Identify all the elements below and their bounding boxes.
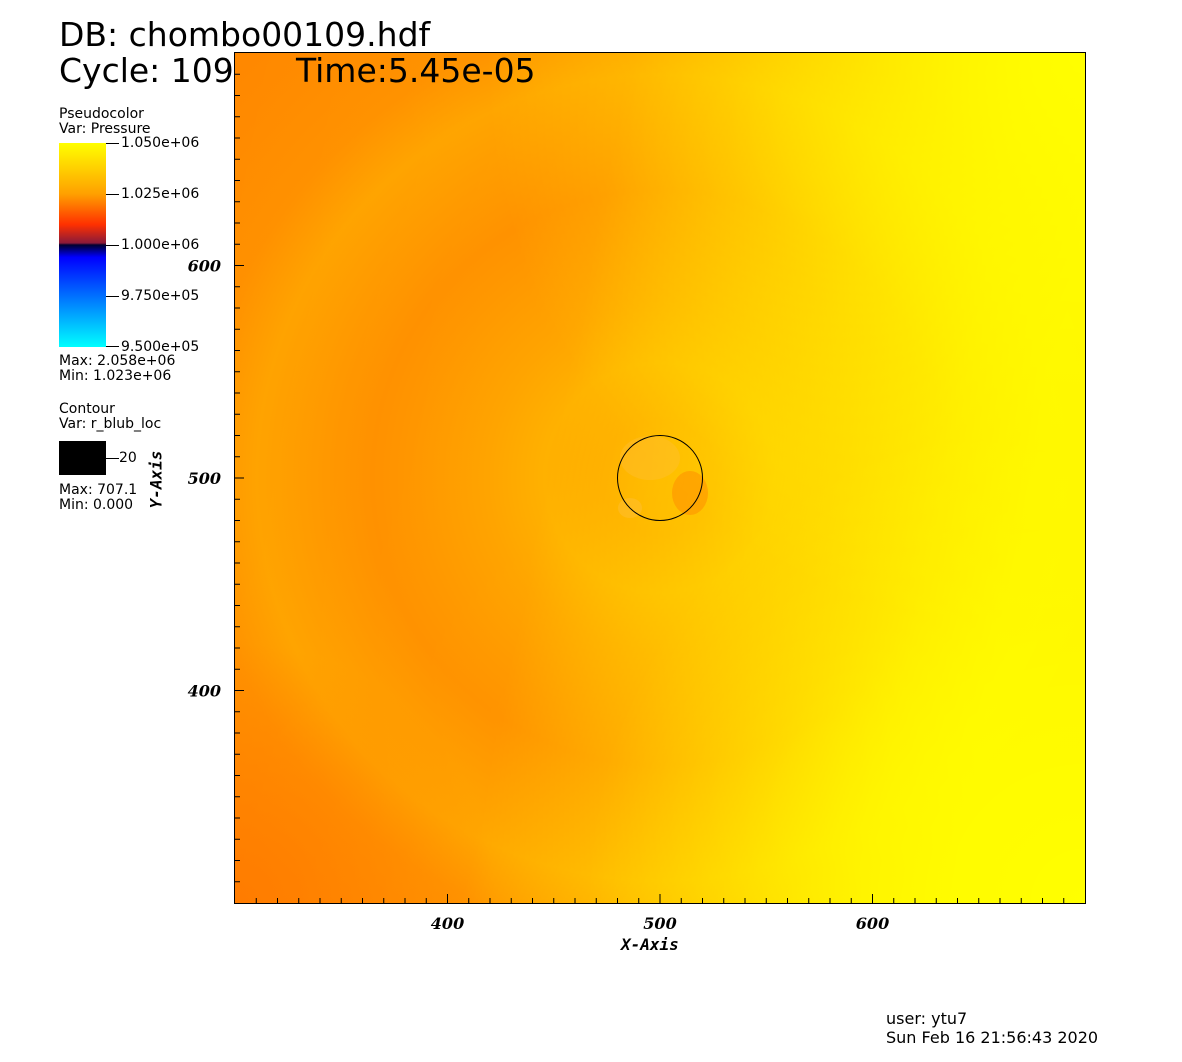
plot-area: [234, 52, 1086, 904]
timestamp-label: Sun Feb 16 21:56:43 2020: [886, 1028, 1099, 1047]
contour-title: Contour: [59, 401, 115, 417]
y-tick-label: 500: [188, 469, 221, 488]
cycle-label: Cycle: 109: [59, 51, 234, 90]
contour-max: Max: 707.1: [59, 482, 138, 498]
db-title: DB: chombo00109.hdf: [59, 15, 431, 54]
y-axis-title: Y-Axis: [146, 450, 166, 509]
colorbar-tick: [106, 296, 119, 297]
user-label: user: ytu7: [886, 1009, 968, 1028]
pseudocolor-min: Min: 1.023e+06: [59, 368, 172, 384]
colorbar-label-max: 1.050e+06: [121, 135, 200, 151]
contour-swatch: [59, 441, 106, 475]
x-tick-label: 600: [856, 914, 889, 933]
colorbar-tick: [106, 245, 119, 246]
colorbar-label: 1.000e+06: [121, 237, 200, 253]
y-tick-label: 600: [188, 257, 221, 276]
contour-level-tick: [106, 458, 119, 459]
pressure-colorbar: [59, 143, 106, 347]
contour-min: Min: 0.000: [59, 497, 134, 513]
x-tick-label: 500: [643, 914, 676, 933]
pseudocolor-var: Var: Pressure: [59, 121, 151, 137]
time-label: Time:5.45e-05: [296, 51, 536, 90]
colorbar-tick: [106, 194, 119, 195]
pseudocolor-max: Max: 2.058e+06: [59, 353, 176, 369]
x-tick-label: 400: [431, 914, 464, 933]
y-tick-label: 400: [188, 682, 221, 701]
contour-var: Var: r_blub_loc: [59, 416, 162, 432]
colorbar-label-min: 9.500e+05: [121, 339, 200, 355]
contour-line: [617, 435, 703, 521]
colorbar-tick: [106, 143, 119, 144]
colorbar-label: 1.025e+06: [121, 186, 200, 202]
colorbar-tick: [106, 346, 119, 347]
pseudocolor-title: Pseudocolor: [59, 106, 144, 122]
colorbar-label: 9.750e+05: [121, 288, 200, 304]
contour-level-label: 20: [119, 450, 137, 466]
pressure-field: [235, 53, 1085, 903]
x-axis-title: X-Axis: [621, 935, 679, 954]
